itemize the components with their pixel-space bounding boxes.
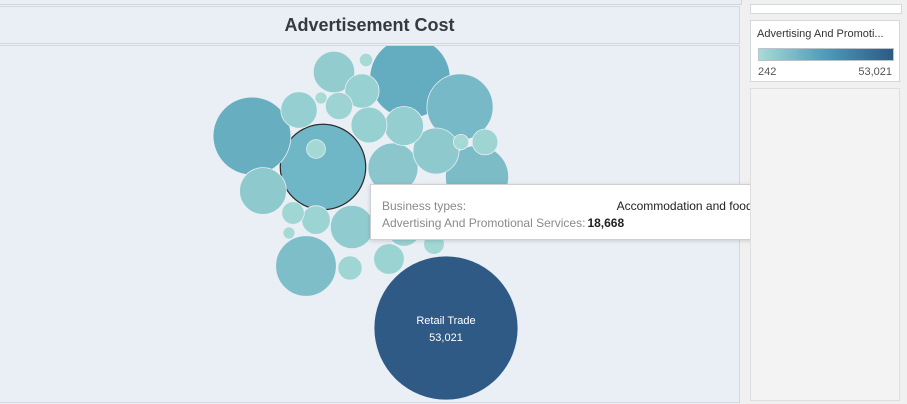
bubble-highlighted[interactable] <box>279 123 367 211</box>
tooltip-key: Advertising And Promotional Services: <box>382 216 586 230</box>
bubble[interactable] <box>452 133 470 151</box>
bubble[interactable] <box>312 50 356 94</box>
bubble[interactable] <box>344 73 380 109</box>
bubble[interactable] <box>412 127 460 175</box>
color-legend[interactable]: Advertising And Promoti... 242 53,021 <box>750 20 900 82</box>
tooltip-key: Business types: <box>382 199 467 213</box>
bubble[interactable] <box>324 91 354 121</box>
legend-color-ramp <box>758 48 894 61</box>
bubble[interactable] <box>281 201 305 225</box>
legend-max-label: 53,021 <box>858 66 892 78</box>
bubble[interactable] <box>282 226 296 240</box>
bubble[interactable] <box>373 243 405 275</box>
header-strip <box>0 0 742 5</box>
bubble[interactable] <box>212 96 292 176</box>
bubble[interactable] <box>350 106 388 144</box>
bubble[interactable] <box>314 91 328 105</box>
bubble-retail-trade[interactable] <box>373 255 519 401</box>
bubble[interactable] <box>275 235 337 297</box>
bubble[interactable] <box>280 91 318 129</box>
tooltip-row-advertising: Advertising And Promotional Services: 18… <box>382 215 801 232</box>
bubble-chart[interactable]: Retail Trade 53,021 <box>0 46 739 402</box>
tooltip-value: 18,668 <box>587 216 625 230</box>
tooltip-row-business-type: Business types: Accommodation and food s… <box>382 198 801 215</box>
title-bar: Advertisement Cost <box>0 6 740 44</box>
legend-header-strip <box>750 4 902 14</box>
tooltip: Business types: Accommodation and food s… <box>370 184 813 240</box>
bubble[interactable] <box>306 139 326 159</box>
side-panel <box>750 88 900 401</box>
legend-title: Advertising And Promoti... <box>757 28 884 40</box>
bubble[interactable] <box>301 205 331 235</box>
bubble-value-label: 53,021 <box>429 332 463 344</box>
bubble[interactable] <box>329 204 375 250</box>
bubble[interactable] <box>384 106 424 146</box>
legend-min-label: 242 <box>758 66 777 78</box>
bubble[interactable] <box>471 128 499 156</box>
bubble-label: Retail Trade <box>416 315 475 327</box>
bubble[interactable] <box>358 52 374 68</box>
chart-title: Advertisement Cost <box>284 14 455 35</box>
bubble[interactable] <box>337 255 363 281</box>
bubble[interactable] <box>239 167 287 215</box>
